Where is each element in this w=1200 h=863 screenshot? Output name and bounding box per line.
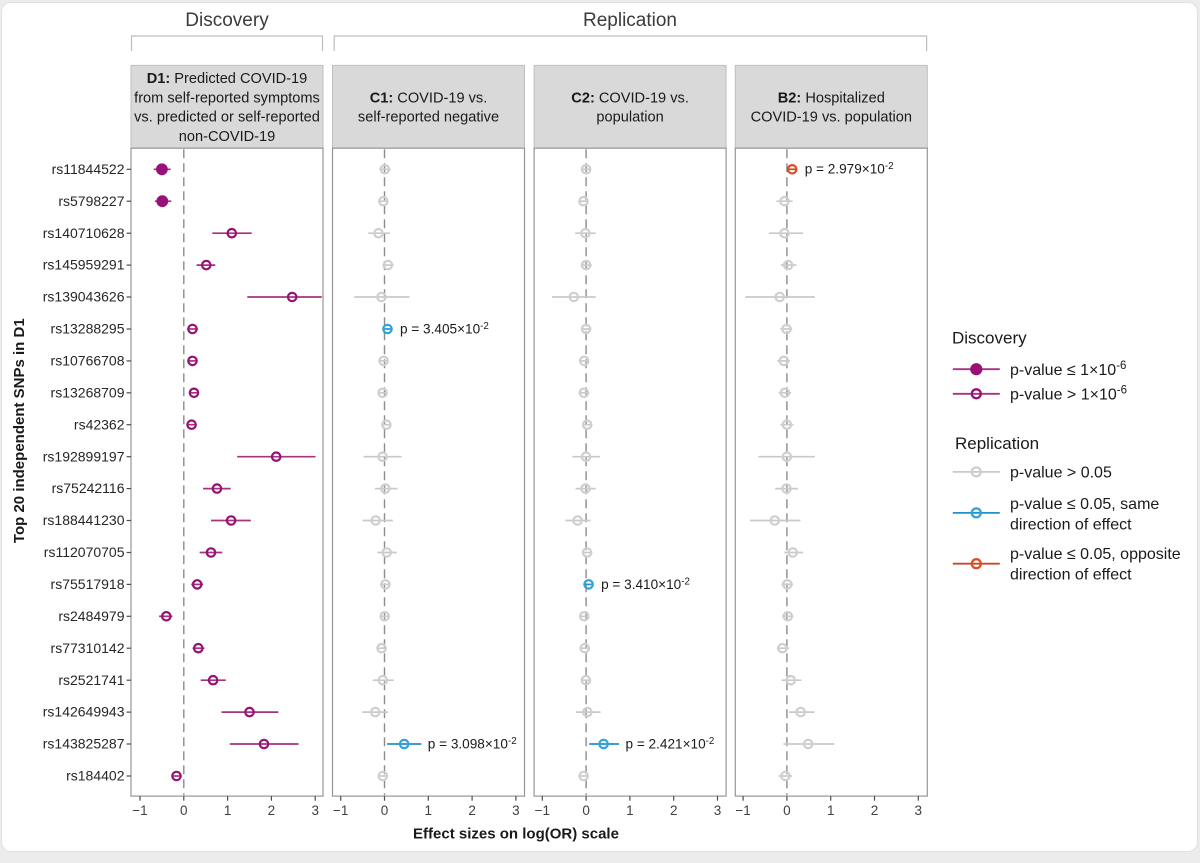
svg-text:self-reported negative: self-reported negative bbox=[358, 110, 499, 126]
svg-text:vs. predicted or self-reported: vs. predicted or self-reported bbox=[134, 110, 320, 126]
svg-text:0: 0 bbox=[381, 803, 389, 818]
svg-text:p = 2.979×10-2: p = 2.979×10-2 bbox=[805, 161, 894, 177]
svg-text:0: 0 bbox=[783, 803, 791, 818]
svg-text:rs184402: rs184402 bbox=[66, 768, 125, 784]
svg-text:3: 3 bbox=[311, 803, 319, 818]
svg-text:rs13268709: rs13268709 bbox=[51, 384, 125, 400]
svg-text:direction of effect: direction of effect bbox=[1010, 567, 1132, 584]
svg-text:rs77310142: rs77310142 bbox=[51, 640, 125, 656]
svg-text:C2: COVID-19 vs.: C2: COVID-19 vs. bbox=[571, 90, 689, 106]
svg-text:3: 3 bbox=[512, 803, 520, 818]
svg-text:rs11844522: rs11844522 bbox=[52, 161, 125, 177]
svg-text:−1: −1 bbox=[735, 803, 750, 818]
svg-text:1: 1 bbox=[425, 803, 433, 818]
svg-text:2: 2 bbox=[670, 803, 678, 818]
svg-text:rs139043626: rs139043626 bbox=[43, 289, 125, 305]
svg-text:1: 1 bbox=[224, 803, 232, 818]
svg-text:0: 0 bbox=[180, 803, 188, 818]
svg-text:3: 3 bbox=[915, 803, 923, 818]
svg-text:B2: Hospitalized: B2: Hospitalized bbox=[778, 90, 885, 106]
svg-text:C1: COVID-19 vs.: C1: COVID-19 vs. bbox=[370, 90, 488, 106]
svg-text:rs75517918: rs75517918 bbox=[51, 576, 125, 592]
svg-text:−1: −1 bbox=[132, 803, 147, 818]
svg-text:rs42362: rs42362 bbox=[74, 416, 125, 432]
svg-text:p = 3.410×10-2: p = 3.410×10-2 bbox=[601, 576, 690, 592]
svg-text:COVID-19 vs. population: COVID-19 vs. population bbox=[751, 110, 912, 126]
svg-text:D1: Predicted COVID-19: D1: Predicted COVID-19 bbox=[147, 71, 308, 87]
svg-text:rs192899197: rs192899197 bbox=[43, 448, 125, 464]
svg-text:Replication: Replication bbox=[955, 434, 1039, 453]
svg-text:p-value ≤ 0.05, opposite: p-value ≤ 0.05, opposite bbox=[1010, 546, 1181, 563]
svg-text:2: 2 bbox=[871, 803, 879, 818]
svg-text:rs112070705: rs112070705 bbox=[44, 544, 125, 560]
svg-text:p-value > 1×10-6: p-value > 1×10-6 bbox=[1010, 385, 1127, 404]
svg-text:rs75242116: rs75242116 bbox=[52, 480, 125, 496]
svg-text:non-COVID-19: non-COVID-19 bbox=[179, 129, 276, 145]
svg-text:p = 2.421×10-2: p = 2.421×10-2 bbox=[626, 736, 715, 752]
svg-text:0: 0 bbox=[582, 803, 590, 818]
svg-text:Effect sizes on log(OR) scale: Effect sizes on log(OR) scale bbox=[413, 826, 619, 843]
svg-text:direction of effect: direction of effect bbox=[1010, 517, 1132, 534]
svg-text:rs143825287: rs143825287 bbox=[43, 736, 125, 752]
svg-text:Discovery: Discovery bbox=[952, 329, 1027, 348]
svg-text:rs145959291: rs145959291 bbox=[43, 257, 125, 273]
svg-text:rs140710628: rs140710628 bbox=[43, 225, 125, 241]
svg-text:Replication: Replication bbox=[583, 10, 677, 31]
svg-text:2: 2 bbox=[268, 803, 276, 818]
svg-text:p = 3.098×10-2: p = 3.098×10-2 bbox=[428, 736, 517, 752]
svg-text:−1: −1 bbox=[535, 803, 550, 818]
svg-text:p-value ≤ 0.05, same: p-value ≤ 0.05, same bbox=[1010, 496, 1159, 513]
svg-text:population: population bbox=[596, 110, 663, 126]
svg-text:from self-reported symptoms: from self-reported symptoms bbox=[134, 90, 320, 106]
svg-text:Top 20 independent SNPs in D1: Top 20 independent SNPs in D1 bbox=[11, 318, 28, 543]
svg-text:rs10766708: rs10766708 bbox=[51, 353, 125, 369]
svg-text:rs13288295: rs13288295 bbox=[51, 321, 125, 337]
svg-text:p-value ≤ 1×10-6: p-value ≤ 1×10-6 bbox=[1010, 360, 1126, 379]
svg-text:1: 1 bbox=[827, 803, 835, 818]
svg-text:1: 1 bbox=[626, 803, 634, 818]
svg-text:−1: −1 bbox=[333, 803, 348, 818]
svg-text:rs188441230: rs188441230 bbox=[43, 512, 125, 528]
svg-text:3: 3 bbox=[714, 803, 722, 818]
svg-text:p-value > 0.05: p-value > 0.05 bbox=[1010, 464, 1112, 481]
svg-text:rs2521741: rs2521741 bbox=[58, 672, 124, 688]
svg-text:rs5798227: rs5798227 bbox=[58, 193, 124, 209]
svg-text:Discovery: Discovery bbox=[185, 10, 269, 31]
svg-text:rs2484979: rs2484979 bbox=[58, 608, 124, 624]
svg-text:rs142649943: rs142649943 bbox=[43, 704, 125, 720]
svg-text:2: 2 bbox=[468, 803, 476, 818]
svg-text:p = 3.405×10-2: p = 3.405×10-2 bbox=[400, 321, 489, 337]
